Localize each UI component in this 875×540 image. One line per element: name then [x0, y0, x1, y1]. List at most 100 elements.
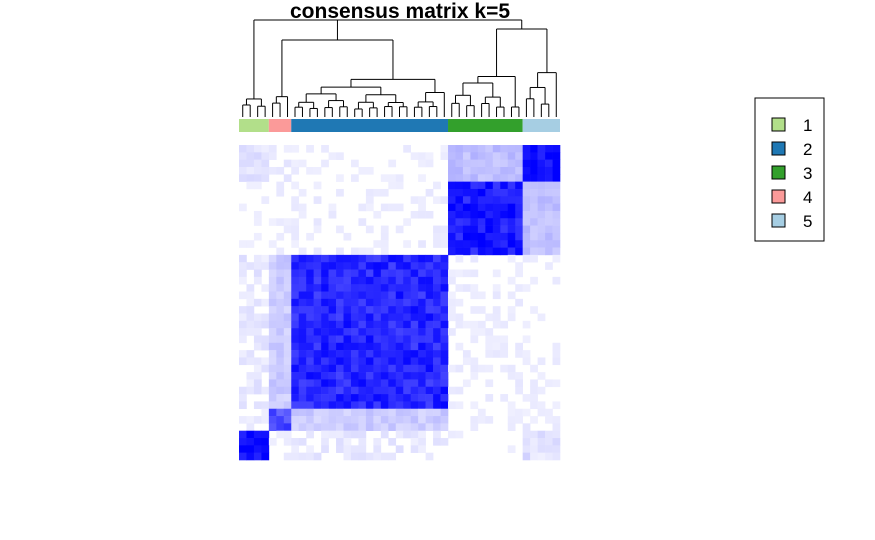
legend-label: 1	[803, 116, 812, 135]
heatmap-cell	[291, 159, 300, 168]
heatmap-cell	[253, 262, 262, 270]
heatmap-cell	[283, 159, 292, 168]
heatmap-cell	[283, 401, 292, 410]
heatmap-cell	[448, 174, 456, 182]
heatmap-cell	[410, 269, 419, 278]
heatmap-cell	[440, 423, 449, 431]
heatmap-cell	[500, 350, 509, 358]
heatmap-cell	[298, 408, 307, 417]
heatmap-cell	[336, 291, 344, 300]
heatmap-cell	[283, 174, 292, 182]
heatmap-cell	[246, 416, 255, 424]
heatmap-cell	[388, 254, 397, 263]
heatmap-cell	[537, 247, 546, 256]
heatmap-cell	[336, 320, 344, 329]
heatmap-cell	[500, 240, 509, 248]
heatmap-cell	[358, 386, 367, 395]
heatmap-cell	[507, 408, 516, 417]
heatmap-cell	[530, 416, 538, 424]
heatmap-cell	[448, 159, 456, 168]
heatmap-cell	[253, 328, 262, 336]
heatmap-cell	[462, 284, 471, 292]
heatmap-cell	[343, 408, 352, 417]
heatmap-cell	[395, 291, 404, 300]
heatmap-cell	[239, 291, 247, 300]
heatmap-cell	[291, 196, 300, 204]
heatmap-cell	[425, 284, 434, 292]
legend-swatch	[771, 141, 786, 156]
heatmap-cell	[440, 145, 449, 153]
heatmap-cell	[328, 386, 337, 395]
heatmap-cell	[537, 159, 546, 168]
heatmap-cell	[522, 218, 531, 226]
heatmap-cell	[336, 342, 344, 351]
heatmap-cell	[306, 269, 314, 278]
heatmap-cell	[433, 357, 441, 366]
heatmap-cell	[253, 159, 262, 168]
heatmap-cell	[343, 357, 352, 366]
heatmap-cell	[261, 284, 270, 292]
heatmap-cell	[552, 423, 561, 431]
heatmap-cell	[283, 379, 292, 388]
heatmap-cell	[395, 313, 404, 322]
heatmap-cell	[283, 386, 292, 395]
heatmap-cell	[365, 364, 374, 373]
heatmap-cell	[455, 254, 464, 263]
heatmap-cell	[373, 408, 382, 417]
heatmap-cell	[522, 445, 531, 453]
heatmap-cell	[283, 320, 292, 329]
heatmap-cell	[418, 350, 426, 358]
heatmap-cell	[455, 342, 464, 351]
heatmap-cell	[433, 372, 441, 380]
heatmap-cell	[492, 218, 501, 226]
heatmap-cell	[239, 328, 247, 336]
heatmap-cell	[373, 452, 382, 461]
heatmap-cell	[530, 445, 538, 453]
heatmap-cell	[306, 254, 314, 263]
heatmap-cell	[418, 320, 426, 329]
heatmap-cell	[298, 357, 307, 366]
heatmap-cell	[246, 320, 255, 329]
heatmap-cell	[485, 145, 494, 153]
heatmap-cell	[283, 430, 292, 439]
heatmap-cell	[537, 240, 546, 248]
heatmap-cell	[492, 269, 501, 278]
heatmap-cell	[470, 291, 479, 300]
heatmap-cell	[343, 342, 352, 351]
heatmap-cell	[313, 254, 322, 263]
heatmap-cell	[552, 430, 561, 439]
heatmap-cell	[350, 254, 359, 263]
heatmap-cell	[268, 166, 277, 175]
heatmap-cell	[253, 379, 262, 388]
heatmap-cell	[470, 357, 479, 366]
heatmap-cell	[552, 350, 561, 358]
heatmap-cell	[365, 298, 374, 307]
heatmap-cell	[239, 438, 247, 446]
heatmap-cell	[283, 342, 292, 351]
heatmap-cell	[455, 386, 464, 395]
heatmap-cell	[328, 262, 337, 270]
heatmap-cell	[328, 284, 337, 292]
heatmap-cell	[425, 298, 434, 307]
heatmap-cell	[291, 254, 300, 263]
heatmap-cell	[306, 379, 314, 388]
heatmap-cell	[336, 379, 344, 388]
heatmap-cell	[433, 408, 441, 417]
heatmap-cell	[425, 188, 434, 197]
heatmap-cell	[336, 386, 344, 395]
heatmap-cell	[328, 357, 337, 366]
heatmap-cell	[328, 210, 337, 219]
heatmap-cell	[552, 342, 561, 351]
heatmap-cell	[537, 408, 546, 417]
heatmap-cell	[425, 364, 434, 373]
heatmap-cell	[462, 174, 471, 182]
heatmap-cell	[440, 401, 449, 410]
heatmap-cell	[321, 386, 329, 395]
heatmap-cell	[500, 203, 509, 212]
heatmap-cell	[410, 276, 419, 285]
heatmap-cell	[313, 394, 322, 402]
heatmap-cell	[380, 372, 389, 380]
heatmap-cell	[313, 225, 322, 234]
heatmap-cell	[492, 232, 501, 241]
